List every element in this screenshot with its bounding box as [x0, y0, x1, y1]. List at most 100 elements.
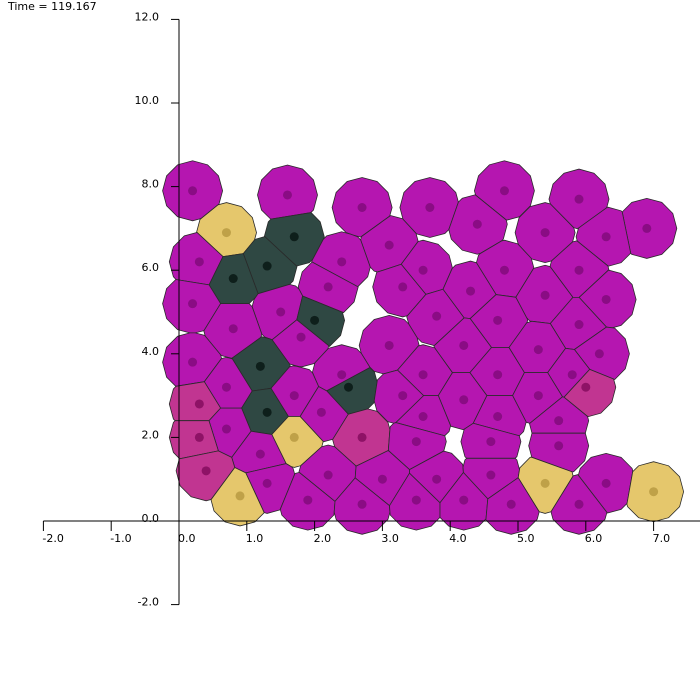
- nucleus: [459, 340, 469, 350]
- x-tick-label: -2.0: [42, 532, 63, 545]
- nucleus: [188, 186, 198, 196]
- nucleus: [574, 194, 584, 204]
- y-tick-label: 2.0: [142, 428, 160, 441]
- nucleus: [221, 228, 231, 238]
- nucleus: [581, 382, 591, 392]
- nucleus: [649, 487, 659, 497]
- x-tick-label: 0.0: [178, 532, 196, 545]
- nucleus: [289, 391, 299, 401]
- nucleus: [384, 340, 394, 350]
- nucleus: [398, 391, 408, 401]
- y-tick-label: 4.0: [142, 345, 160, 358]
- nucleus: [228, 274, 238, 284]
- nucleus: [289, 432, 299, 442]
- nucleus: [506, 499, 516, 509]
- nucleus: [323, 282, 333, 292]
- nucleus: [554, 441, 564, 451]
- nucleus: [533, 345, 543, 355]
- nucleus: [262, 478, 272, 488]
- nucleus: [493, 315, 503, 325]
- nucleus: [642, 223, 652, 233]
- x-tick-label: 4.0: [449, 532, 467, 545]
- y-tick-label: 12.0: [135, 10, 160, 23]
- nucleus: [533, 391, 543, 401]
- nucleus: [432, 311, 442, 321]
- nucleus: [601, 294, 611, 304]
- nucleus: [194, 257, 204, 267]
- nucleus: [188, 299, 198, 309]
- nucleus: [262, 407, 272, 417]
- x-tick-label: 1.0: [246, 532, 263, 545]
- nucleus: [540, 290, 550, 300]
- x-tick-label: 7.0: [653, 532, 671, 545]
- nucleus: [255, 361, 265, 371]
- nucleus: [486, 437, 496, 447]
- nucleus: [493, 412, 503, 421]
- nucleus: [601, 478, 611, 488]
- nucleus: [357, 203, 367, 212]
- nucleus: [337, 257, 347, 267]
- cell-layer: [162, 160, 685, 535]
- nucleus: [411, 495, 421, 505]
- y-tick-label: 10.0: [135, 94, 160, 107]
- nucleus: [188, 357, 198, 367]
- y-tick-label: -2.0: [138, 596, 159, 609]
- nucleus: [540, 228, 550, 238]
- cell-magenta: [372, 263, 427, 318]
- nucleus: [418, 370, 428, 380]
- nucleus: [459, 395, 469, 405]
- nucleus: [377, 474, 387, 484]
- nucleus: [323, 470, 333, 480]
- nucleus: [357, 499, 367, 509]
- y-tick-label: 6.0: [142, 261, 160, 274]
- nucleus: [201, 466, 211, 476]
- nucleus: [574, 265, 584, 275]
- nucleus: [411, 437, 421, 447]
- nucleus: [574, 499, 584, 509]
- nucleus: [574, 320, 584, 330]
- nucleus: [194, 399, 204, 409]
- nucleus: [418, 412, 428, 421]
- axes-layer: -2.0 -1.0 0.0 1.0 2.0 3.0 4.0 5.0 6.0 7.0 12.0 10.0…: [42, 10, 700, 609]
- y-tick-label: 0.0: [142, 512, 160, 525]
- nucleus: [289, 232, 299, 242]
- cell-magenta: [245, 463, 296, 514]
- nucleus: [276, 307, 286, 317]
- nucleus: [554, 416, 564, 426]
- x-tick-label: 5.0: [517, 532, 535, 545]
- nucleus: [499, 265, 509, 275]
- nucleus: [310, 315, 320, 325]
- nucleus: [316, 407, 326, 417]
- nucleus: [493, 370, 503, 380]
- cell-pink: [168, 420, 219, 460]
- nucleus: [303, 495, 313, 505]
- nucleus: [221, 424, 231, 434]
- nucleus: [384, 240, 394, 250]
- x-tick-label: 2.0: [314, 532, 332, 545]
- nucleus: [296, 332, 306, 342]
- nucleus: [337, 370, 347, 380]
- nucleus: [459, 495, 469, 505]
- time-label: Time = 119.167: [8, 0, 97, 13]
- y-tick-label: 8.0: [142, 178, 160, 191]
- nucleus: [540, 478, 550, 488]
- x-tick-label: 6.0: [585, 532, 603, 545]
- nucleus: [418, 265, 428, 275]
- x-tick-label: 3.0: [381, 532, 399, 545]
- nucleus: [466, 286, 476, 296]
- nucleus: [425, 203, 435, 212]
- cell-pink: [175, 450, 236, 502]
- nucleus: [499, 186, 509, 196]
- nucleus: [472, 219, 482, 229]
- x-tick-label: -1.0: [110, 532, 131, 545]
- nucleus: [282, 190, 292, 200]
- nucleus: [221, 382, 231, 392]
- nucleus: [601, 232, 611, 242]
- nucleus: [432, 474, 442, 484]
- nucleus: [357, 432, 367, 442]
- nucleus: [344, 382, 353, 392]
- nucleus: [398, 282, 408, 292]
- nucleus: [262, 261, 272, 271]
- nucleus: [255, 449, 265, 459]
